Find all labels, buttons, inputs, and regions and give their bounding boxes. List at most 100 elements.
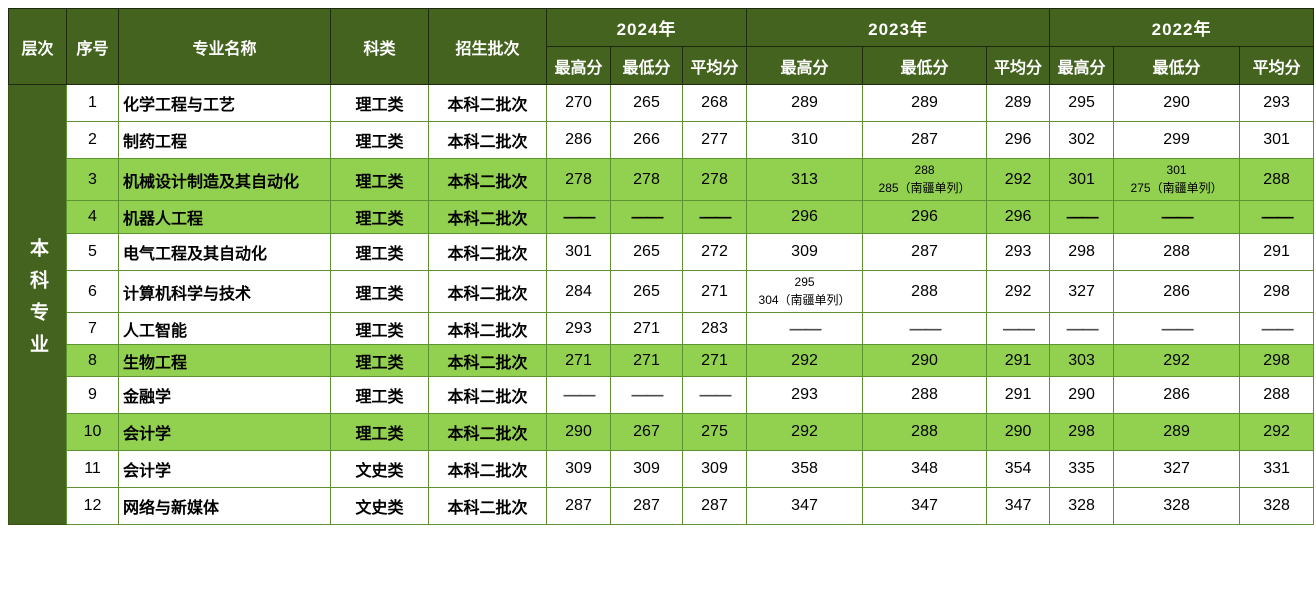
score-2024-max: 290 [546, 413, 611, 451]
score-2024-avg: 283 [681, 312, 748, 345]
subject-category: 理工类 [330, 200, 429, 234]
subject-category: 理工类 [330, 376, 429, 414]
score-2024-max: 286 [546, 121, 611, 159]
score-2022-min: —— [1113, 200, 1241, 234]
subject-category: 理工类 [330, 121, 429, 159]
row-index: 5 [66, 233, 119, 271]
score-2023-min: 287 [862, 121, 988, 159]
row-index: 12 [66, 487, 119, 525]
score-2022-min: 286 [1113, 270, 1241, 313]
score-header-2024-max: 最高分 [546, 46, 611, 85]
row-index: 10 [66, 413, 119, 451]
score-2022-min: 289 [1113, 413, 1241, 451]
score-2024-min: 271 [610, 344, 683, 377]
index-header: 序号 [66, 8, 119, 85]
score-2024-min: 265 [610, 270, 683, 313]
row-index: 7 [66, 312, 119, 345]
score-2024-avg: —— [681, 200, 748, 234]
major-name: 计算机科学与技术 [118, 270, 331, 313]
score-2023-max: 310 [746, 121, 864, 159]
score-2024-max: 271 [546, 344, 611, 377]
table-body: 本科专业 1 化学工程与工艺 理工类 本科二批次 270 265 268 289 289 289 29… [8, 84, 1315, 525]
score-2022-avg: 288 [1239, 158, 1315, 201]
score-2024-max: —— [546, 200, 611, 234]
score-2022-avg: 301 [1239, 121, 1315, 159]
row-index: 4 [66, 200, 119, 234]
score-2023-min: 288 [862, 413, 988, 451]
score-header-2022-max: 最高分 [1049, 46, 1115, 85]
score-2024-max: 293 [546, 312, 611, 345]
score-2023-avg: 290 [986, 413, 1051, 451]
score-2024-avg: 271 [681, 344, 748, 377]
table-header: 层次 序号 专业名称 科类 招生批次 2024年 2023年 2022年 最高分… [8, 8, 1315, 85]
score-2024-avg: 309 [681, 450, 748, 488]
admission-batch: 本科二批次 [428, 233, 547, 271]
score-2023-max: 309 [746, 233, 864, 271]
score-header-2023-max: 最高分 [746, 46, 864, 85]
table-row: 本科专业 1 化学工程与工艺 理工类 本科二批次 270 265 268 289 289 289 29… [8, 84, 1315, 525]
score-2023-max: 296 [746, 200, 864, 234]
score-2023-avg: 289 [986, 84, 1051, 122]
score-2024-avg: 277 [681, 121, 748, 159]
score-2024-min: 265 [610, 233, 683, 271]
score-2024-max: 270 [546, 84, 611, 122]
score-2024-avg: 287 [681, 487, 748, 525]
score-2022-avg: 298 [1239, 344, 1315, 377]
major-name: 会计学 [118, 450, 331, 488]
score-2022-avg: 331 [1239, 450, 1315, 488]
score-2022-avg: 292 [1239, 413, 1315, 451]
subject-category: 理工类 [330, 344, 429, 377]
score-2023-avg: 354 [986, 450, 1051, 488]
score-2022-avg: 298 [1239, 270, 1315, 313]
table-row: 9 金融学 理工类 本科二批次 —— —— —— 293 288 291 290 286 288 [8, 376, 1315, 414]
table-row: 8 生物工程 理工类 本科二批次 271 271 271 292 290 291 303 292 298 [8, 344, 1315, 377]
score-2023-avg: 296 [986, 200, 1051, 234]
score-2022-max: 301 [1049, 158, 1115, 201]
score-header-2023-avg: 平均分 [986, 46, 1051, 85]
score-2023-avg: 293 [986, 233, 1051, 271]
score-2024-max: —— [546, 376, 611, 414]
major-name: 机器人工程 [118, 200, 331, 234]
level-header: 层次 [8, 8, 67, 85]
score-header-2022-avg: 平均分 [1239, 46, 1315, 85]
score-2024-min: 266 [610, 121, 683, 159]
admission-batch: 本科二批次 [428, 487, 547, 525]
header-row-score-columns: 最高分 最低分 平均分 最高分 最低分 平均分 最高分 最低分 平均分 [9, 46, 1315, 85]
score-2024-max: 287 [546, 487, 611, 525]
score-2023-min: 287 [862, 233, 988, 271]
major-name: 电气工程及其自动化 [118, 233, 331, 271]
score-2022-max: —— [1049, 200, 1115, 234]
score-2023-avg: 291 [986, 376, 1051, 414]
score-2022-max: —— [1049, 312, 1115, 345]
score-header-2024-min: 最低分 [610, 46, 683, 85]
score-2023-avg: —— [986, 312, 1051, 345]
admission-batch: 本科二批次 [428, 344, 547, 377]
year-2022-header: 2022年 [1049, 8, 1315, 47]
score-2024-avg: 268 [681, 84, 748, 122]
score-2022-min: 327 [1113, 450, 1241, 488]
score-2022-max: 298 [1049, 413, 1115, 451]
score-2023-avg: 292 [986, 158, 1051, 201]
score-2023-max: 347 [746, 487, 864, 525]
subject-category: 文史类 [330, 450, 429, 488]
major-name: 金融学 [118, 376, 331, 414]
score-2024-avg: 275 [681, 413, 748, 451]
score-2023-avg: 292 [986, 270, 1051, 313]
admission-batch: 本科二批次 [428, 200, 547, 234]
admission-batch: 本科二批次 [428, 84, 547, 122]
score-2024-avg: 271 [681, 270, 748, 313]
table-row: 5 电气工程及其自动化 理工类 本科二批次 301 265 272 309 287 293 298 2… [8, 233, 1315, 271]
score-2024-min: 267 [610, 413, 683, 451]
subject-category: 理工类 [330, 270, 429, 313]
header-row-years: 层次 序号 专业名称 科类 招生批次 2024年 2023年 2022年 [8, 8, 1315, 85]
score-2022-avg: 328 [1239, 487, 1315, 525]
score-2024-min: 271 [610, 312, 683, 345]
score-2022-min: 299 [1113, 121, 1241, 159]
score-2023-max: 293 [746, 376, 864, 414]
major-name: 会计学 [118, 413, 331, 451]
row-index: 6 [66, 270, 119, 313]
subject-category: 理工类 [330, 233, 429, 271]
score-2024-min: —— [610, 200, 683, 234]
score-2024-min: 265 [610, 84, 683, 122]
score-2024-max: 309 [546, 450, 611, 488]
